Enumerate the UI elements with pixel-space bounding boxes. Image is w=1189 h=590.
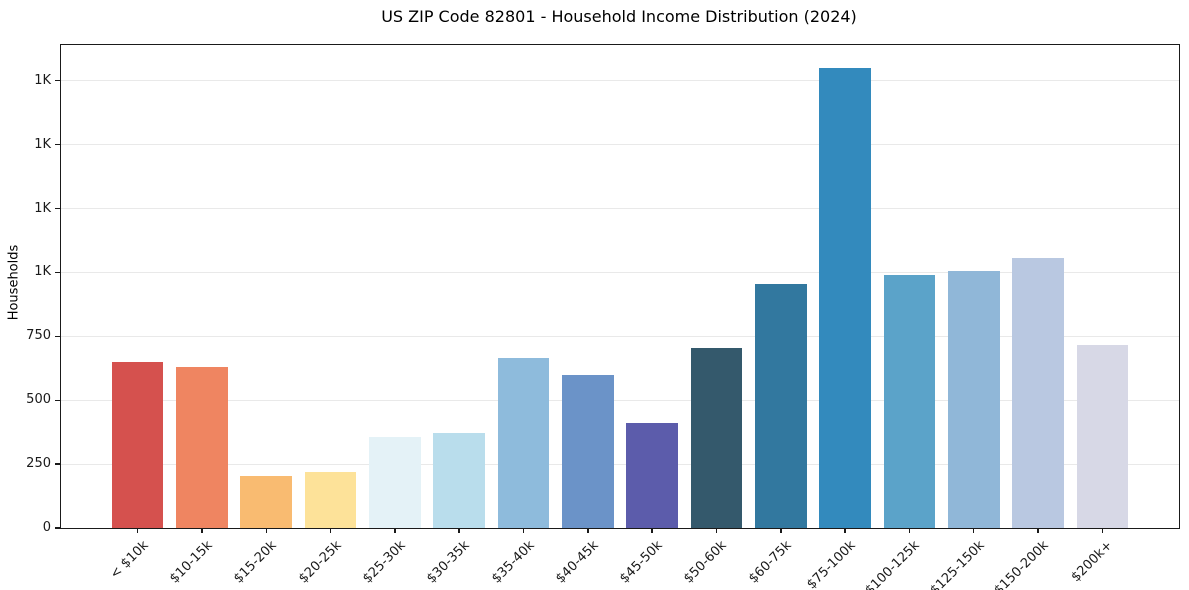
y-gridline	[61, 271, 1179, 273]
x-tick-mark	[587, 528, 589, 533]
x-tick-mark	[329, 528, 332, 533]
y-gridline	[61, 399, 1179, 401]
y-tick-mark	[54, 335, 60, 338]
plot-area: 0 250 500 750 1K 1K 1K 1K < $10k $10-15k $15-20k $2…	[26, 44, 1180, 590]
x-tick-mark	[780, 528, 782, 533]
x-tick-mark	[265, 528, 267, 533]
chart-title: US ZIP Code 82801 - Household Income Dis…	[381, 7, 857, 26]
y-tick-label: 250	[26, 456, 51, 472]
bar-15-20k	[240, 475, 292, 528]
bar-30-35k	[433, 433, 485, 528]
y-tick-mark	[54, 463, 60, 465]
y-gridline	[61, 463, 1179, 465]
y-tick-mark	[54, 207, 60, 210]
x-tick-mark	[136, 528, 139, 533]
y-gridline	[61, 80, 1179, 82]
x-tick-mark	[651, 528, 653, 533]
x-tick-mark	[844, 528, 846, 533]
bar-10k	[111, 361, 164, 528]
y-tick-label: 1K	[34, 200, 51, 216]
y-tick-label: 1K	[34, 136, 51, 152]
y-tick-mark	[54, 271, 60, 274]
x-tick-mark	[973, 528, 975, 533]
bar-150-200k	[1012, 258, 1064, 528]
x-tick-mark	[1037, 528, 1039, 533]
x-tick-mark	[394, 528, 396, 533]
y-tick-label: 500	[26, 392, 51, 408]
bar-100-125k	[883, 275, 936, 528]
x-tick-mark	[1101, 528, 1104, 533]
x-tick-mark	[715, 528, 718, 533]
bar-40-45k	[562, 374, 614, 528]
bar-45-50k	[626, 423, 678, 528]
bar-10-15k	[176, 367, 228, 528]
bar-200k	[1076, 345, 1129, 528]
y-tick-label: 750	[26, 328, 51, 344]
bar-60-75k	[755, 283, 807, 528]
bar-50-60k	[690, 347, 743, 528]
y-tick-label: 1K	[34, 72, 51, 88]
y-tick-mark	[54, 80, 60, 82]
y-gridline	[61, 208, 1179, 210]
bar-20-25k	[304, 471, 357, 528]
y-tick-label: 1K	[34, 264, 51, 280]
x-tick-mark	[908, 528, 911, 533]
bar-35-40k	[497, 358, 550, 528]
bar-125-150k	[948, 271, 1000, 528]
y-tick-mark	[54, 399, 60, 401]
x-tick-mark	[458, 528, 460, 533]
bar-25-30k	[369, 437, 421, 528]
y-tick-label: 0	[42, 520, 51, 535]
y-gridline	[61, 335, 1179, 337]
y-tick-mark	[54, 143, 60, 146]
y-tick-mark	[54, 527, 60, 529]
bar-75-100k	[819, 68, 871, 528]
x-tick-label: < $10k	[107, 538, 152, 583]
x-tick-mark	[522, 528, 525, 533]
y-gridline	[61, 144, 1179, 146]
x-tick-mark	[201, 528, 203, 533]
